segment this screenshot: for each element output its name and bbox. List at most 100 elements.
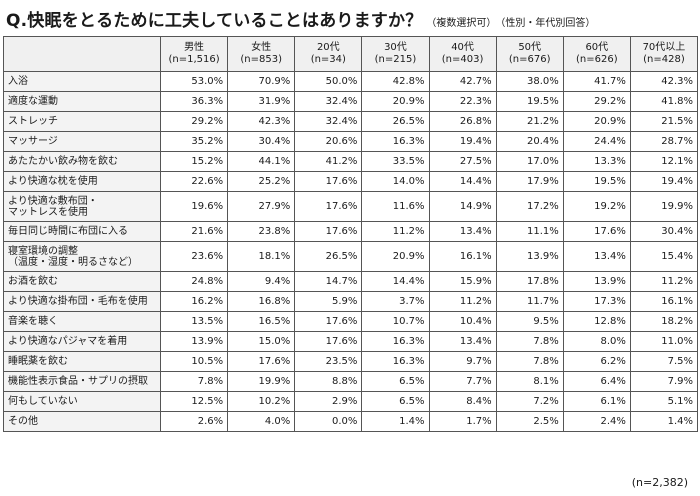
table-cell-value: 5.9% <box>294 291 363 312</box>
row-label-line: お酒を飲む <box>8 276 58 287</box>
column-header-name: 40代 <box>451 42 474 53</box>
table-cell-value: 41.8% <box>629 91 699 112</box>
table-cell-value: 14.9% <box>428 191 497 222</box>
table-cell-value: 22.6% <box>159 171 229 192</box>
table-cell-value: 23.5% <box>294 351 363 372</box>
table-row: 寝室環境の調整 （温度・湿度・明るさなど） 23.6% 18.1% 26.5% 20.9%… <box>3 241 699 272</box>
table-cell-value: 2.5% <box>495 411 564 432</box>
table-cell-value: 1.4% <box>361 411 430 432</box>
row-label: より快適な敷布団・ マットレスを使用 <box>3 191 161 222</box>
question-title: Q.快眠をとるために工夫していることはありますか？ <box>6 11 423 31</box>
table-cell-value: 24.4% <box>562 131 631 152</box>
table-cell-value: 17.3% <box>562 291 631 312</box>
table-cell-value: 15.9% <box>428 271 497 292</box>
table-cell-value: 22.3% <box>428 91 497 112</box>
table-cell-value: 17.2% <box>495 191 564 222</box>
table-cell-value: 19.6% <box>159 191 229 222</box>
column-header-sample-size: (n=215) <box>374 54 417 65</box>
table-cell-value: 27.9% <box>227 191 296 222</box>
table-cell-value: 17.6% <box>294 221 363 242</box>
table-row: 適度な運動 36.3% 31.9% 32.4% 20.9% 22.3% 19.5% 29.2%… <box>3 91 699 112</box>
table-cell-value: 5.1% <box>629 391 699 412</box>
table-cell-value: 13.4% <box>562 241 631 272</box>
table-cell-value: 11.2% <box>361 221 430 242</box>
table-cell-value: 41.7% <box>562 71 631 92</box>
row-label-line: （温度・湿度・明るさなど） <box>8 256 138 268</box>
table-cell-value: 20.9% <box>361 241 430 272</box>
table-row: より快適な敷布団・ マットレスを使用 19.6% 27.9% 17.6% 11.6% 14.… <box>3 191 699 222</box>
table-cell-value: 12.1% <box>629 151 699 172</box>
column-header: 40代 (n=403) <box>428 36 497 72</box>
table-cell-value: 36.3% <box>159 91 229 112</box>
page-title: Q.快眠をとるために工夫していることはありますか？ （複数選択可） （性別・年代別回… <box>6 6 595 31</box>
table-cell-value: 7.7% <box>428 371 497 392</box>
table-row: より快適なパジャマを着用 13.9% 15.0% 17.6% 16.3% 13.4% 7.8… <box>3 331 699 352</box>
table-cell-value: 13.3% <box>562 151 631 172</box>
column-header: 女性 (n=853) <box>227 36 296 72</box>
table-cell-value: 23.8% <box>227 221 296 242</box>
column-header: 70代以上 (n=428) <box>629 36 699 72</box>
table-cell-value: 16.5% <box>227 311 296 332</box>
table-cell-value: 23.6% <box>159 241 229 272</box>
row-label: より快適な掛布団・毛布を使用 <box>3 291 161 312</box>
table-cell-value: 38.0% <box>495 71 564 92</box>
table-cell-value: 44.1% <box>227 151 296 172</box>
table-cell-value: 11.1% <box>495 221 564 242</box>
column-header-name: 50代 <box>518 42 542 53</box>
table-cell-value: 25.2% <box>227 171 296 192</box>
table-cell-value: 17.6% <box>294 191 363 222</box>
table-row: 何もしていない 12.5% 10.2% 2.9% 6.5% 8.4% 7.2% 6.1% 5.1… <box>3 391 699 412</box>
row-label-line: ストレッチ <box>8 116 58 127</box>
table-row: 音楽を聴く 13.5% 16.5% 17.6% 10.7% 10.4% 9.5% 12.8% 1… <box>3 311 699 332</box>
row-label: お酒を飲む <box>3 271 161 292</box>
row-label-line: より快適なパジャマを着用 <box>8 336 128 347</box>
row-label: 睡眠薬を飲む <box>3 351 161 372</box>
column-header-sample-size: (n=403) <box>441 54 484 65</box>
row-label-line: 入浴 <box>8 76 28 87</box>
table-cell-value: 21.6% <box>159 221 229 242</box>
table-cell-value: 11.2% <box>629 271 699 292</box>
table-row: より快適な掛布団・毛布を使用 16.2% 16.8% 5.9% 3.7% 11.2% 11.… <box>3 291 699 312</box>
table-cell-value: 32.4% <box>294 91 363 112</box>
table-cell-value: 10.7% <box>361 311 430 332</box>
table-header-row: 男性 (n=1,516) 女性 (n=853) 20代 (n=34) 30代 (n=215) 4… <box>3 36 699 72</box>
table-cell-value: 3.7% <box>361 291 430 312</box>
table-cell-value: 20.6% <box>294 131 363 152</box>
table-cell-value: 20.9% <box>361 91 430 112</box>
results-table: 男性 (n=1,516) 女性 (n=853) 20代 (n=34) 30代 (n=215) 4… <box>3 36 699 432</box>
row-label: 何もしていない <box>3 391 161 412</box>
table-cell-value: 10.2% <box>227 391 296 412</box>
row-label-line: 睡眠薬を飲む <box>8 356 68 367</box>
table-row: 睡眠薬を飲む 10.5% 17.6% 23.5% 16.3% 9.7% 7.8% 6.2% 7.… <box>3 351 699 372</box>
table-cell-value: 11.0% <box>629 331 699 352</box>
table-cell-value: 7.9% <box>629 371 699 392</box>
column-header-name: 30代 <box>384 42 407 53</box>
table-cell-value: 50.0% <box>294 71 363 92</box>
table-cell-value: 6.5% <box>361 391 430 412</box>
row-label-line: 何もしていない <box>8 396 78 407</box>
table-cell-value: 16.2% <box>159 291 229 312</box>
table-cell-value: 15.2% <box>159 151 229 172</box>
table-cell-value: 9.5% <box>495 311 564 332</box>
table-cell-value: 29.2% <box>562 91 631 112</box>
table-cell-value: 17.8% <box>495 271 564 292</box>
table-cell-value: 13.4% <box>428 221 497 242</box>
row-label-line: その他 <box>8 416 38 427</box>
table-cell-value: 26.8% <box>428 111 497 132</box>
table-cell-value: 42.8% <box>361 71 430 92</box>
table-cell-value: 2.9% <box>294 391 363 412</box>
table-cell-value: 9.4% <box>227 271 296 292</box>
row-label: より快適なパジャマを着用 <box>3 331 161 352</box>
table-cell-value: 30.4% <box>227 131 296 152</box>
question-note-multiple: （複数選択可） <box>426 18 497 29</box>
table-cell-value: 14.4% <box>361 271 430 292</box>
row-label: より快適な枕を使用 <box>3 171 161 192</box>
table-cell-value: 35.2% <box>159 131 229 152</box>
table-cell-value: 0.0% <box>294 411 363 432</box>
column-header-name: 女性 <box>251 42 272 53</box>
table-cell-value: 20.4% <box>495 131 564 152</box>
table-cell-value: 19.9% <box>227 371 296 392</box>
row-label: 寝室環境の調整 （温度・湿度・明るさなど） <box>3 241 161 272</box>
column-header-name: 20代 <box>316 42 340 53</box>
table-cell-value: 4.0% <box>227 411 296 432</box>
